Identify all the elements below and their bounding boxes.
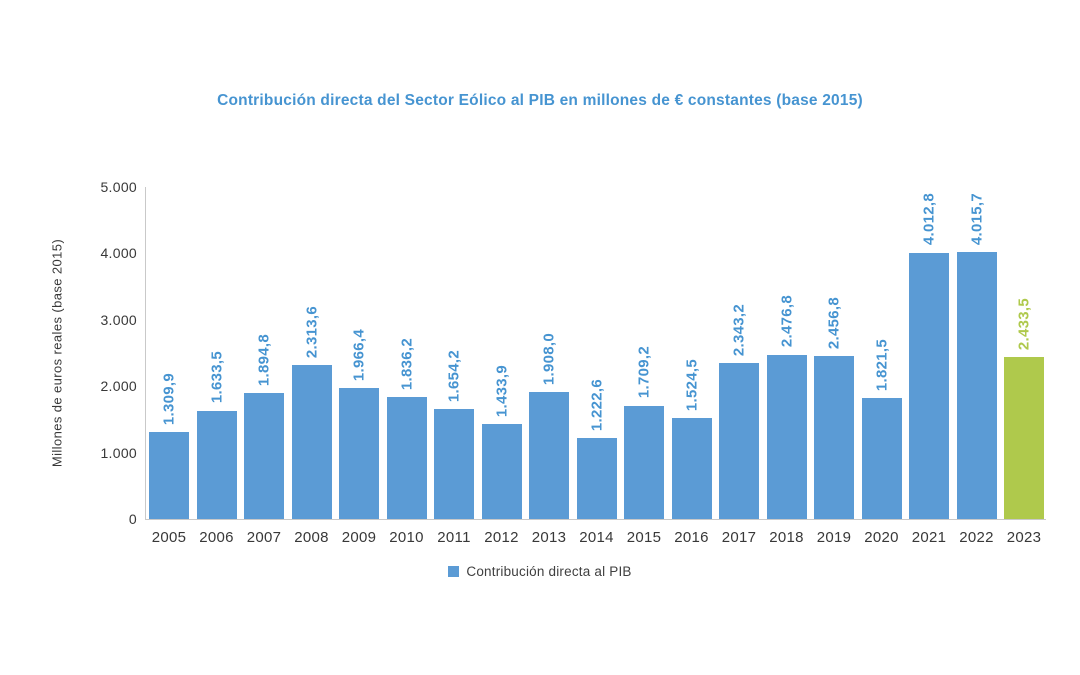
- x-tick-2009: 2009: [341, 529, 377, 546]
- chart-title: Contribución directa del Sector Eólico a…: [217, 92, 863, 109]
- bar-value-2008: 2.313,6: [303, 306, 320, 359]
- bar-2006: [196, 410, 237, 519]
- bar-2009: [339, 388, 379, 519]
- bar-value-2016: 1.524,5: [683, 358, 700, 411]
- x-tick-2020: 2020: [864, 529, 899, 546]
- y-tick-3000: 3.000: [100, 311, 137, 328]
- x-tick-2015: 2015: [626, 529, 662, 546]
- y-tick-1000: 1.000: [100, 444, 137, 461]
- bar-2017: [719, 363, 759, 519]
- bar-2020: [861, 398, 902, 519]
- x-tick-2022: 2022: [959, 529, 994, 546]
- y-tick-0: 0: [128, 511, 137, 527]
- x-tick-2016: 2016: [674, 529, 709, 546]
- bar-2008: [291, 365, 332, 519]
- bar-2022: [956, 252, 997, 519]
- bar-value-2011: 1.654,2: [445, 350, 463, 403]
- y-tick-2000: 2.000: [100, 378, 137, 395]
- bar-2013: [529, 392, 569, 519]
- x-tick-2007: 2007: [246, 529, 282, 546]
- bar-value-2005: 1.309,9: [160, 372, 178, 425]
- bar-2016: [671, 417, 712, 519]
- bar-2021: [909, 252, 949, 519]
- bar-2005: [149, 432, 189, 519]
- x-tick-2014: 2014: [579, 529, 614, 546]
- bar-value-2023: 2.433,5: [1015, 298, 1033, 351]
- legend: Contribución directa al PIB: [0, 564, 1080, 579]
- bar-value-2021: 4.012,8: [920, 193, 938, 246]
- bar-2018: [766, 354, 807, 519]
- bar-value-2013: 1.908,0: [540, 333, 558, 386]
- x-tick-2023: 2023: [1006, 529, 1042, 546]
- x-tick-2012: 2012: [484, 529, 519, 546]
- bar-2014: [576, 437, 617, 519]
- x-tick-2017: 2017: [721, 529, 757, 546]
- x-tick-2011: 2011: [437, 529, 471, 546]
- bar-value-2020: 1.821,5: [873, 338, 890, 392]
- bar-value-2006: 1.633,5: [208, 351, 225, 404]
- legend-marker-square: [448, 566, 460, 577]
- x-tick-2013: 2013: [531, 529, 567, 546]
- y-tick-4000: 4.000: [100, 245, 137, 262]
- bar-value-2019: 2.456,8: [825, 296, 843, 349]
- x-tick-2010: 2010: [389, 529, 424, 546]
- y-tick-5000: 5.000: [100, 179, 137, 195]
- x-tick-2018: 2018: [769, 529, 804, 546]
- bar-value-2022: 4.015,7: [968, 193, 985, 246]
- bar-value-2007: 1.894,8: [255, 334, 273, 387]
- plot-area: 1.309,9 2005 1.633,5 2006 1.894,8 2007 2.313,6…: [100, 179, 1046, 546]
- bar-value-2014: 1.222,6: [588, 378, 605, 431]
- x-tick-2008: 2008: [294, 529, 329, 546]
- legend-label: Contribución directa al PIB: [466, 564, 632, 579]
- bar-value-2009: 1.966,4: [350, 329, 368, 382]
- x-tick-2019: 2019: [816, 529, 852, 546]
- bar-2015: [624, 405, 664, 519]
- x-tick-2021: 2021: [911, 529, 947, 546]
- bar-2019: [814, 355, 854, 519]
- x-tick-2006: 2006: [199, 529, 234, 546]
- bar-value-2015: 1.709,2: [635, 346, 653, 399]
- bar-2007: [244, 393, 284, 519]
- bar-2011: [434, 409, 474, 519]
- bar-2010: [386, 397, 427, 519]
- bar-2012: [481, 423, 522, 519]
- bar-value-2010: 1.836,2: [398, 337, 415, 391]
- bar-value-2018: 2.476,8: [778, 295, 795, 348]
- bar-2023: [1004, 357, 1044, 519]
- bar-value-2017: 2.343,2: [730, 304, 748, 357]
- x-tick-2005: 2005: [151, 529, 187, 546]
- bar-value-2012: 1.433,9: [493, 364, 510, 417]
- y-axis-title: Millones de euros reales (base 2015): [49, 238, 65, 468]
